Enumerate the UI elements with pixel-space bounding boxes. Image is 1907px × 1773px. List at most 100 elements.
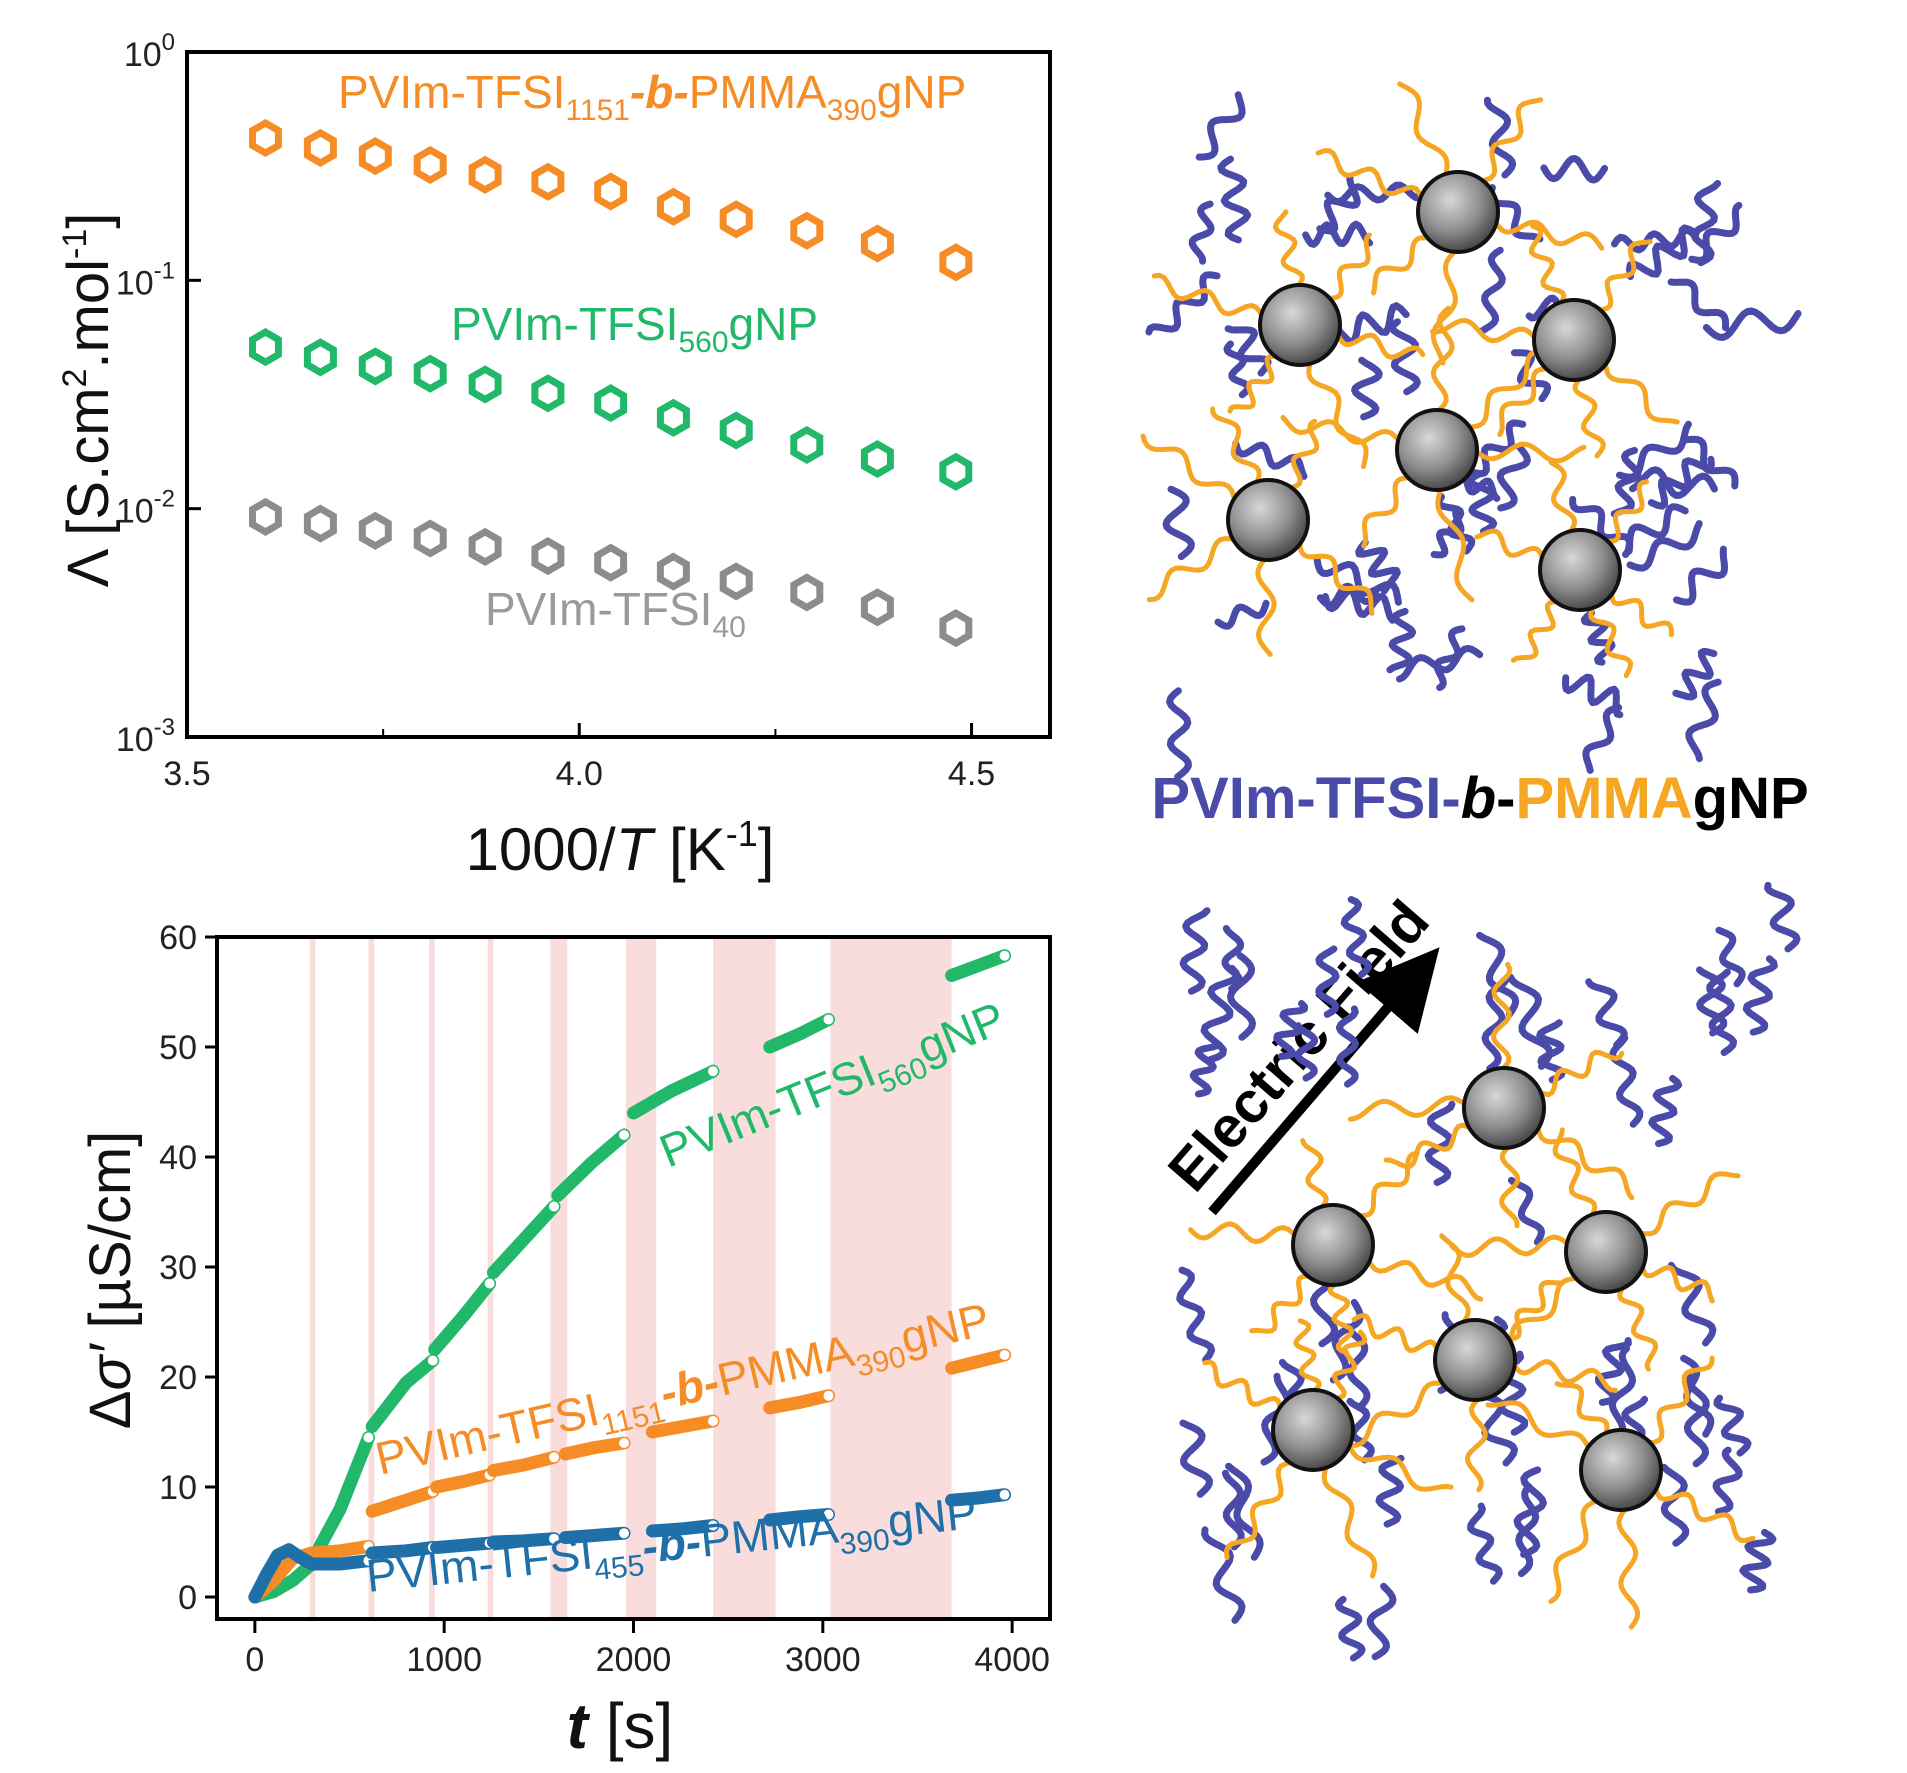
pvim-chain-49: [1569, 495, 1634, 555]
marker-pvim-tfsi1151-b-pmma390gnp-2: [358, 137, 392, 176]
conductivity-x-axis-title: 1000/T [K-1]: [466, 813, 775, 883]
pvim-chains-aligned: [1176, 881, 1801, 1662]
marker-pvim-tfsi40-5: [531, 537, 565, 576]
pmma-chain-3-4: [1439, 1233, 1471, 1327]
curve-pvim-tfsi1151-b-pmma390gnp-seg-3: [430, 1468, 497, 1494]
marker-pvim-tfsi560gnp-8: [719, 411, 753, 450]
pvim-chain-34: [1608, 1344, 1636, 1445]
marker-pvim-tfsi40-1: [303, 504, 337, 543]
pvim-chain-36: [1611, 226, 1699, 254]
pmma-chain-2-5: [1594, 239, 1653, 313]
pmma-chain-5-5: [1602, 479, 1649, 544]
pvim-chain-15: [1610, 446, 1642, 518]
pmma-chain-5-0: [1652, 1483, 1756, 1543]
marker-pvim-tfsi560gnp-10: [860, 439, 894, 479]
pvim-chain-54: [1562, 673, 1624, 719]
label-pvim-40: PVIm-TFSI40: [485, 583, 746, 644]
pmma-chain-3-1: [1435, 485, 1475, 603]
pvim-chain-43: [1681, 435, 1739, 490]
pmma-chain-1-5: [1324, 232, 1372, 301]
curve-endpoint-pvim-tfsi560gnp-4: [548, 1201, 559, 1212]
nanoparticles: [1226, 170, 1622, 612]
pvim-chain-49: [1200, 964, 1241, 1064]
pmma-chain-2-3: [1449, 1234, 1572, 1258]
marker-pvim-tfsi1151-b-pmma390gnp-1: [303, 128, 337, 167]
curve-endpoint-pvim-tfsi560gnp-7: [823, 1014, 834, 1025]
y-tick-label-1: 10-1: [116, 257, 175, 302]
pvim-chain-24: [1690, 180, 1722, 267]
pmma-chain-5-1: [1616, 1505, 1641, 1630]
pmma-chain-4-2: [1146, 536, 1238, 603]
pvim-chain-10: [1667, 278, 1730, 332]
y-tick-label-4: 40: [159, 1139, 197, 1177]
curve-pvim-tfsi560gnp-seg-3: [428, 1277, 497, 1356]
marker-pvim-tfsi560gnp-0: [249, 328, 282, 367]
pvim-chain-23: [1227, 952, 1256, 1041]
pvim-chain-0: [1214, 599, 1270, 630]
curve-endpoint-pvim-tfsi560gnp-2: [427, 1355, 438, 1366]
nanoparticle-2: [1532, 298, 1616, 382]
pmma-chain-5-0: [1609, 588, 1674, 638]
marker-pvim-tfsi1151-b-pmma390gnp-10: [860, 224, 894, 263]
y-tick-label-2: 10-2: [116, 486, 175, 531]
marker-pvim-tfsi1151-b-pmma390gnp-8: [719, 200, 753, 239]
pmma-chain-1-0: [1365, 1257, 1484, 1302]
curve-pvim-tfsi455-b-pmma390gnp-seg-1: [305, 1554, 375, 1571]
pmma-chain-3-5: [1503, 1279, 1566, 1341]
pmma-chain-0-0: [1534, 1123, 1635, 1201]
pvim-chain-33: [1260, 1372, 1292, 1466]
marker-pvim-tfsi40-9: [790, 573, 824, 612]
marker-pvim-tfsi40-2: [358, 511, 392, 550]
marker-pvim-tfsi1151-b-pmma390gnp-6: [594, 172, 628, 211]
pvim-chain-12: [1483, 96, 1517, 179]
pvim-chain-21: [1667, 1261, 1717, 1347]
marker-pvim-tfsi560gnp-9: [790, 425, 824, 465]
pmma-chain-3-2: [1340, 1380, 1449, 1448]
pmma-chain-2-1: [1572, 374, 1606, 459]
curve-pvim-tfsi1151-b-pmma390gnp-seg-7: [763, 1389, 835, 1415]
pvim-chains: [1145, 91, 1802, 781]
pmma-chain-1-1: [1327, 1280, 1355, 1356]
marker-pvim-tfsi40-7: [656, 552, 690, 591]
nanoparticle-0: [1462, 1066, 1546, 1150]
pmma-chain-4-4: [1210, 406, 1262, 487]
curve-pvim-tfsi1151-b-pmma390gnp-seg-1: [305, 1539, 375, 1560]
pvim-chain-9: [1481, 976, 1510, 1073]
pvim-chain-5: [1595, 1337, 1632, 1406]
pvim-chain-39: [1467, 470, 1498, 535]
y-tick-label-0: 0: [178, 1579, 197, 1617]
pvim-chain-12: [1221, 925, 1245, 993]
curve-pvim-tfsi455-b-pmma390gnp-seg-5: [558, 1526, 631, 1545]
pmma-chain-3-4: [1430, 305, 1455, 415]
pmma-chain-2-2: [1497, 366, 1552, 437]
pmma-chain-4-2: [1223, 1459, 1296, 1561]
field-on-band-4: [550, 937, 568, 1619]
marker-pvim-tfsi40-10: [860, 588, 894, 627]
marker-pvim-tfsi40-3: [413, 519, 447, 558]
curve-pvim-tfsi455-b-pmma390gnp-seg-3: [430, 1536, 497, 1554]
curve-endpoint-pvim-tfsi1151-b-pmma390gnp-5: [619, 1438, 630, 1448]
curve-pvim-tfsi455-b-pmma390gnp-seg-6: [645, 1519, 720, 1538]
curve-endpoint-pvim-tfsi560gnp-1: [363, 1432, 374, 1443]
pvim-chain-3: [1201, 1526, 1246, 1624]
schematic-title: PVIm-TFSI-b-PMMAgNP: [1151, 766, 1808, 831]
curve-pvim-tfsi455-b-pmma390gnp-seg-2: [365, 1541, 440, 1560]
curve-pvim-tfsi560gnp-seg-6: [627, 1064, 720, 1120]
pmma-chain-0-1: [1430, 247, 1459, 366]
pvim-chain-50: [1742, 955, 1778, 1036]
y-tick-label-3: 10-3: [116, 714, 175, 759]
pvim-chain-18: [1626, 520, 1703, 572]
curve-endpoint-pvim-tfsi560gnp-5: [619, 1130, 630, 1140]
pmma-chain-5-3: [1485, 1400, 1592, 1452]
marker-pvim-tfsi1151-b-pmma390gnp-5: [531, 162, 565, 201]
pmma-chain-1-2: [1227, 353, 1282, 414]
pmma-chain-2-0: [1639, 1262, 1715, 1304]
pmma-chain-2-0: [1603, 358, 1680, 425]
pmma-chain-0-3: [1315, 148, 1425, 203]
pmma-chain-3-0: [1472, 441, 1587, 464]
pvim-chain-50: [1217, 155, 1252, 244]
marker-pvim-tfsi1151-b-pmma390gnp-3: [413, 145, 447, 185]
schematic-random: [1140, 81, 1802, 781]
pvim-chain-25: [1179, 1419, 1213, 1498]
x-tick-label-3: 3000: [785, 1641, 861, 1679]
